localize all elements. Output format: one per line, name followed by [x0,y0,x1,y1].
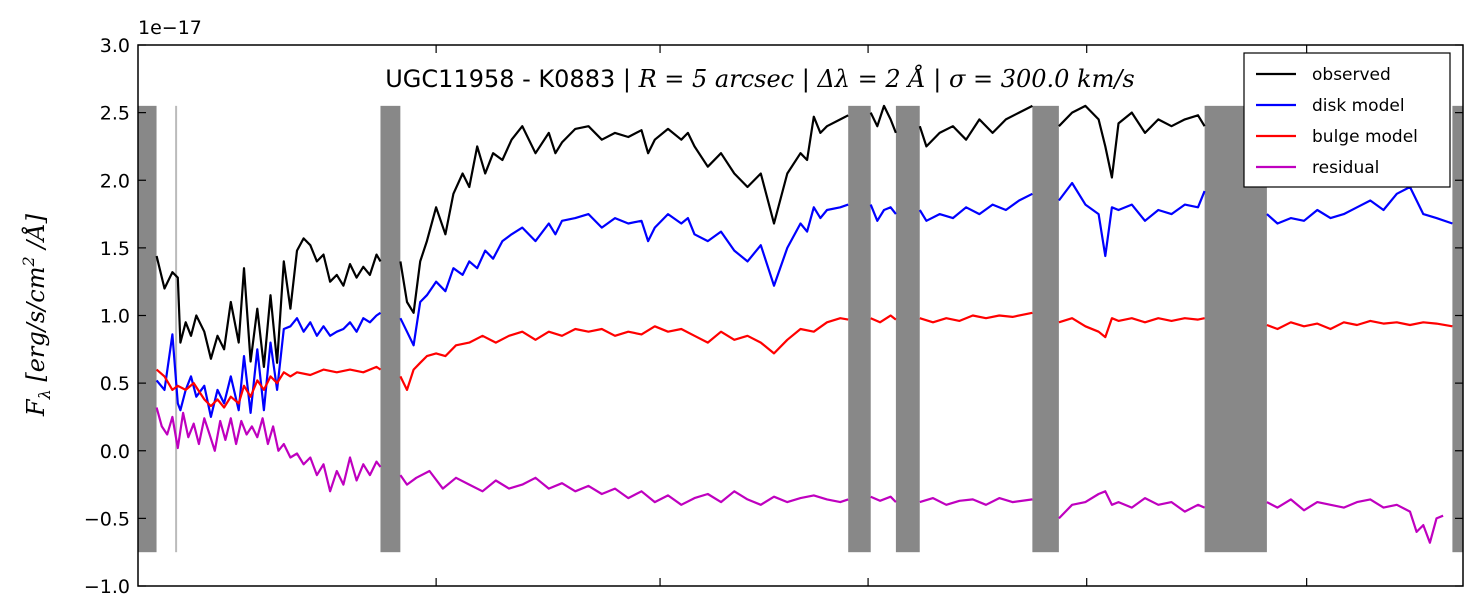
legend-label: residual [1312,158,1379,178]
y-tick-label: 1.0 [100,306,130,328]
masked-line-0 [175,105,178,553]
masked-region-1 [380,105,401,553]
legend-label: observed [1312,65,1391,85]
x-axis [435,45,1308,586]
y-axis-label: Fλ [erg/s/cm2 /Å] [19,213,54,417]
series-lines [155,104,1453,543]
y-tick-label: 2.0 [100,170,130,192]
y-tick-label: 3.0 [100,35,130,57]
y-tick-label: 1.5 [100,238,130,260]
masked-region-4 [1032,105,1059,553]
chart-title: UGC11958 - K0883 | R = 5 arcsec | Δλ = 2… [385,64,1135,93]
legend: observed disk model bulge model residual [1243,52,1451,188]
legend-label: disk model [1312,96,1405,116]
masked-region-0 [138,105,157,553]
masked-region-2 [848,105,871,553]
y-axis: −1.0 −0.5 0.0 0.5 1.0 1.5 2.0 2.5 3.0 [84,35,1463,597]
masked-region-3 [895,105,920,553]
y-tick-label: 0.5 [100,373,130,395]
masked-regions [138,105,1463,553]
y-tick-label: −0.5 [84,508,130,530]
legend-label: bulge model [1312,127,1418,147]
legend-box [1243,52,1451,188]
y-tick-label: 0.0 [100,441,130,463]
y-tick-label: −1.0 [84,576,130,597]
series-line-disk-model [155,181,1453,418]
y-offset-label: 1e−17 [138,17,202,39]
masked-region-6 [1452,105,1463,553]
y-tick-label: 2.5 [100,103,130,125]
series-line-bulge-model [155,311,1453,409]
series-line-observed [155,104,1319,368]
